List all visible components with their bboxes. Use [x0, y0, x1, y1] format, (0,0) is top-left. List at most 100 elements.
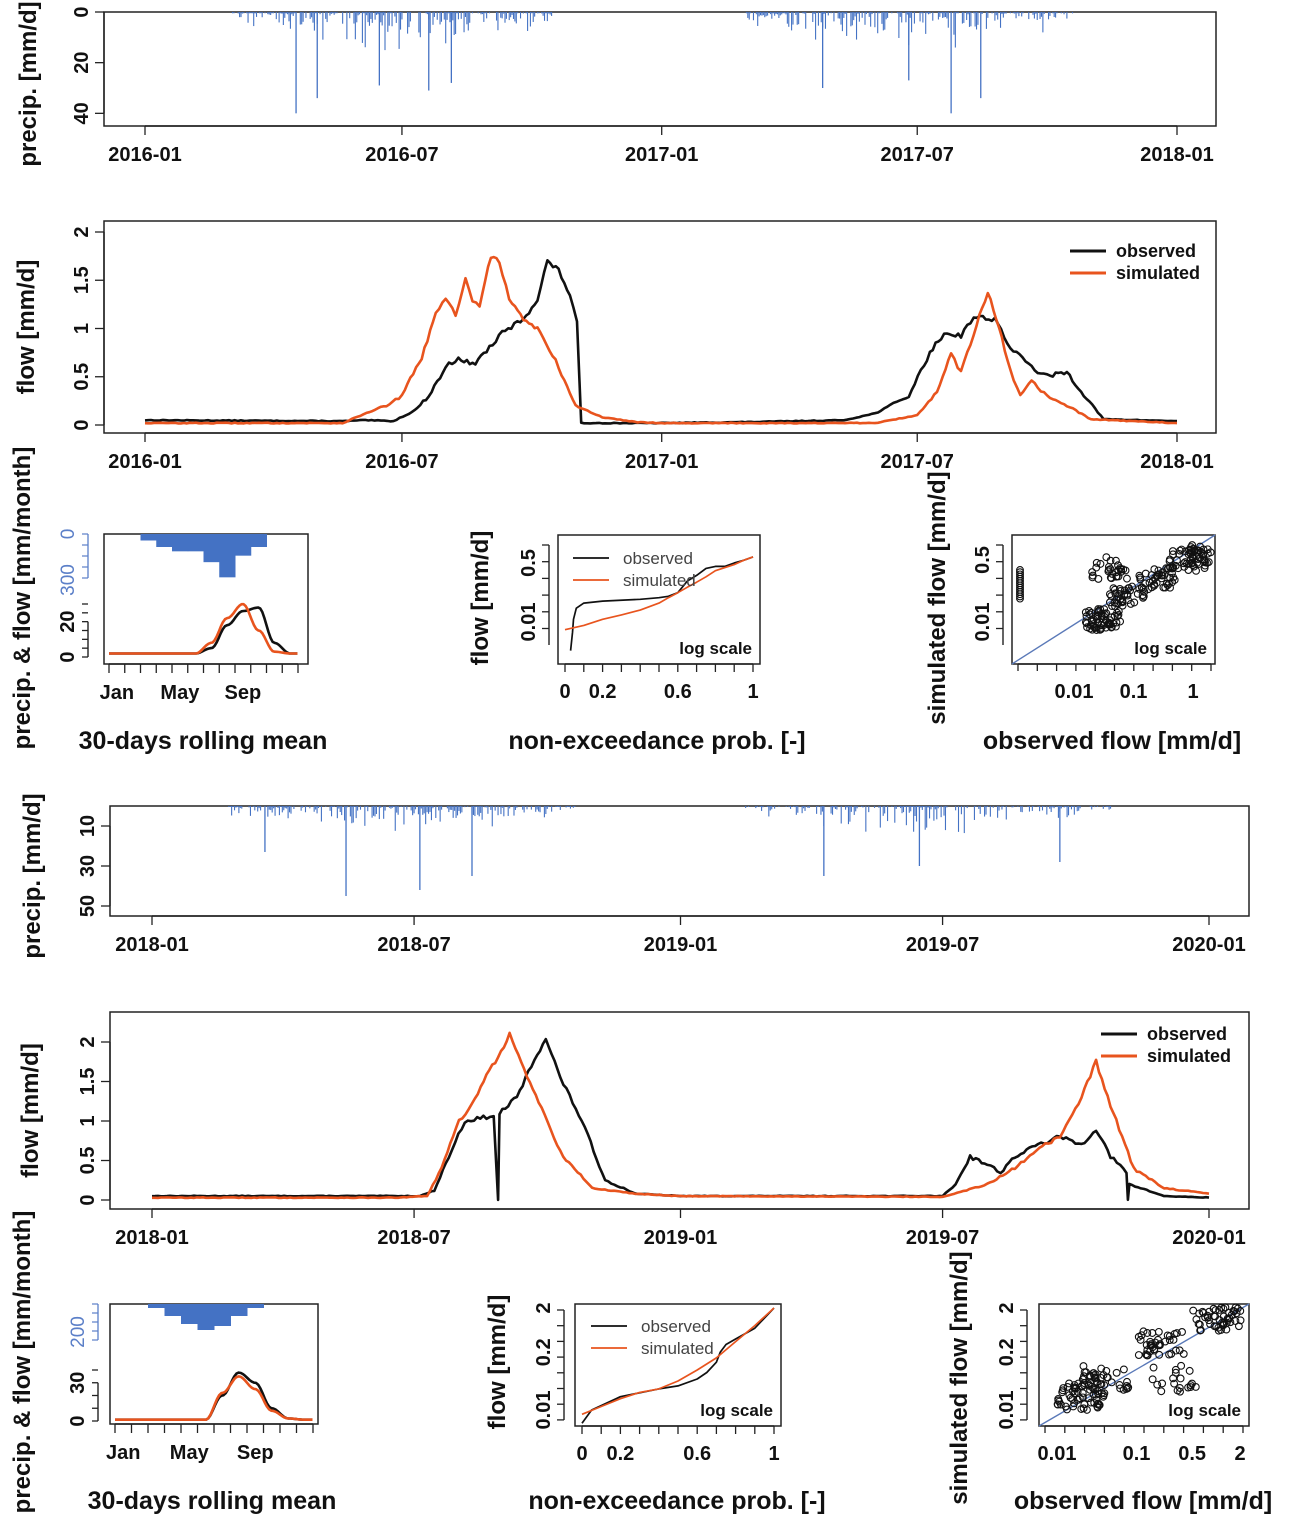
- p1_scatter-point: [1115, 590, 1124, 598]
- p2_scatter-point: [1080, 1400, 1089, 1409]
- p2_flow-legend-simulated-label: simulated: [1147, 1046, 1231, 1066]
- p1_scatter-point: [1016, 590, 1024, 599]
- p2_scatter-point: [1226, 1318, 1235, 1327]
- p2_scatter-point: [1139, 1327, 1148, 1336]
- p2_fdc-y-tick-label: 0.2: [533, 1338, 555, 1366]
- p2_scatter-point: [1171, 1365, 1180, 1374]
- p2_scatter-point: [1198, 1307, 1207, 1316]
- p2_scatter-point: [1147, 1341, 1156, 1350]
- p2_scatter-point: [1195, 1320, 1204, 1329]
- p2_regime-precip-bar: [214, 1304, 231, 1326]
- p2_scatter-point: [1079, 1374, 1088, 1383]
- p2_scatter-point: [1097, 1373, 1105, 1382]
- p1_scatter-point: [1201, 558, 1209, 567]
- p1_fdc-x-tick-label: 0: [559, 681, 570, 703]
- p2_scatter-point: [1119, 1365, 1128, 1374]
- p1_scatter-point: [1187, 543, 1195, 552]
- p2_fdc-x-tick-label: 0.2: [606, 1443, 634, 1465]
- p1_regime-y-tick-label: 20: [57, 611, 79, 633]
- p2_fdc-y-tick-label: 2: [533, 1302, 555, 1313]
- p1_scatter-point: [1099, 621, 1108, 630]
- p2_scatter-x-tick-label: 0.01: [1038, 1443, 1077, 1465]
- p2_scatter-point: [1055, 1397, 1064, 1406]
- p1_fdc-legend-observed-label: observed: [623, 549, 693, 568]
- p2_scatter-point: [1143, 1351, 1152, 1360]
- p2_scatter-point: [1119, 1385, 1128, 1394]
- p2_scatter-point: [1170, 1379, 1179, 1388]
- p2_scatter-point: [1123, 1377, 1131, 1386]
- p1_flow-x-tick-label: 2016-07: [365, 451, 438, 473]
- p2_regime-precip-bar: [148, 1304, 165, 1308]
- p1_regime-precip-bar: [156, 534, 173, 547]
- p2_scatter-point: [1089, 1369, 1098, 1378]
- p1_fdc-y-tick-label: 0.01: [518, 603, 540, 642]
- p1_scatter-point: [1136, 573, 1145, 582]
- p1_precip-x-tick-label: 2018-01: [1140, 144, 1213, 166]
- p2_scatter-point: [1143, 1329, 1152, 1337]
- p2_scatter-point: [1163, 1331, 1172, 1340]
- p1_scatter-point: [1118, 597, 1127, 605]
- p1_scatter-point: [1169, 550, 1177, 559]
- p2_scatter-point: [1146, 1347, 1154, 1356]
- p1_precip-y-tick-label: 0: [71, 6, 93, 17]
- p1_scatter-point: [1117, 567, 1126, 576]
- p2_fdc-observed-line: [581, 1307, 775, 1424]
- p1_scatter-ylabel: simulated flow [mm/d]: [924, 471, 951, 724]
- p1_flow-x-tick-label: 2017-01: [625, 451, 698, 473]
- p2_scatter-ylabel: simulated flow [mm/d]: [946, 1251, 973, 1504]
- p2_precip-y-tick-label: 30: [77, 855, 99, 877]
- p1_scatter-point: [1102, 553, 1111, 562]
- p2_scatter-point: [1224, 1315, 1232, 1324]
- p1_regime-precip-bar: [235, 534, 252, 556]
- p2_scatter-point: [1154, 1335, 1162, 1344]
- p2_scatter-point: [1102, 1366, 1111, 1375]
- p2_precip-x-tick-label: 2019-01: [644, 934, 717, 956]
- p2_scatter-point: [1134, 1332, 1143, 1341]
- p2_scatter-point: [1173, 1386, 1182, 1395]
- p2_flow-observed-line: [151, 1037, 1210, 1202]
- p2_scatter-point: [1107, 1378, 1116, 1387]
- p2_scatter-point: [1154, 1327, 1163, 1336]
- p1_scatter-point: [1123, 574, 1131, 583]
- p1_scatter-point: [1119, 565, 1128, 574]
- p1_scatter-point: [1111, 622, 1120, 631]
- p1_scatter-point: [1203, 545, 1212, 554]
- p2_scatter-point: [1178, 1328, 1186, 1336]
- p1_scatter-xlabel: observed flow [mm/d]: [983, 727, 1241, 755]
- p2_scatter-point: [1093, 1400, 1102, 1409]
- p2_regime-x-tick-label: Sep: [237, 1442, 274, 1464]
- p2_scatter-point: [1116, 1384, 1125, 1393]
- p2_scatter-point: [1209, 1312, 1218, 1321]
- p2_scatter-point: [1075, 1394, 1084, 1403]
- p1_scatter-point: [1104, 565, 1113, 574]
- p2_scatter-y-tick-label: 0.2: [996, 1338, 1018, 1366]
- p1_regime-precip-tick-label: 0: [58, 529, 79, 540]
- p1_scatter-point: [1116, 617, 1125, 626]
- p1_fdc-ylabel: flow [mm/d]: [467, 531, 494, 666]
- p2_fdc-x-tick-label: 1: [768, 1443, 779, 1465]
- p1_flow-y-tick-label: 2: [71, 226, 93, 237]
- p1_scatter-point: [1088, 568, 1097, 577]
- p2_scatter-y-tick-label: 0.01: [996, 1391, 1018, 1430]
- p1_flow-y-tick-label: 1: [71, 323, 93, 334]
- p1_flow-legend-observed-label: observed: [1116, 241, 1196, 261]
- p2_scatter-point: [1209, 1304, 1218, 1313]
- p1_scatter-point: [1153, 571, 1162, 580]
- p1_scatter-point: [1168, 564, 1177, 573]
- p2_scatter-point: [1089, 1384, 1098, 1393]
- p2_regime-precip-bars: [148, 1304, 264, 1330]
- p2_scatter-x-tick-label: 2: [1234, 1443, 1245, 1465]
- p2_scatter-point: [1091, 1370, 1100, 1379]
- p2_scatter-point: [1176, 1374, 1185, 1383]
- p1_scatter-point: [1105, 590, 1114, 599]
- p2_scatter-point: [1199, 1309, 1208, 1317]
- p2_flow-y-tick-label: 2: [77, 1036, 99, 1047]
- p1_fdc-y-tick-label: 0.5: [518, 549, 540, 577]
- p1_scatter-point: [1111, 556, 1120, 565]
- p1_scatter-point: [1138, 591, 1147, 600]
- p2_scatter-point: [1188, 1379, 1196, 1388]
- p2_regime-simulated-line: [115, 1375, 313, 1421]
- p1_scatter-point: [1126, 599, 1135, 608]
- p1_scatter-point: [1170, 575, 1179, 584]
- p1_scatter-point: [1097, 612, 1106, 621]
